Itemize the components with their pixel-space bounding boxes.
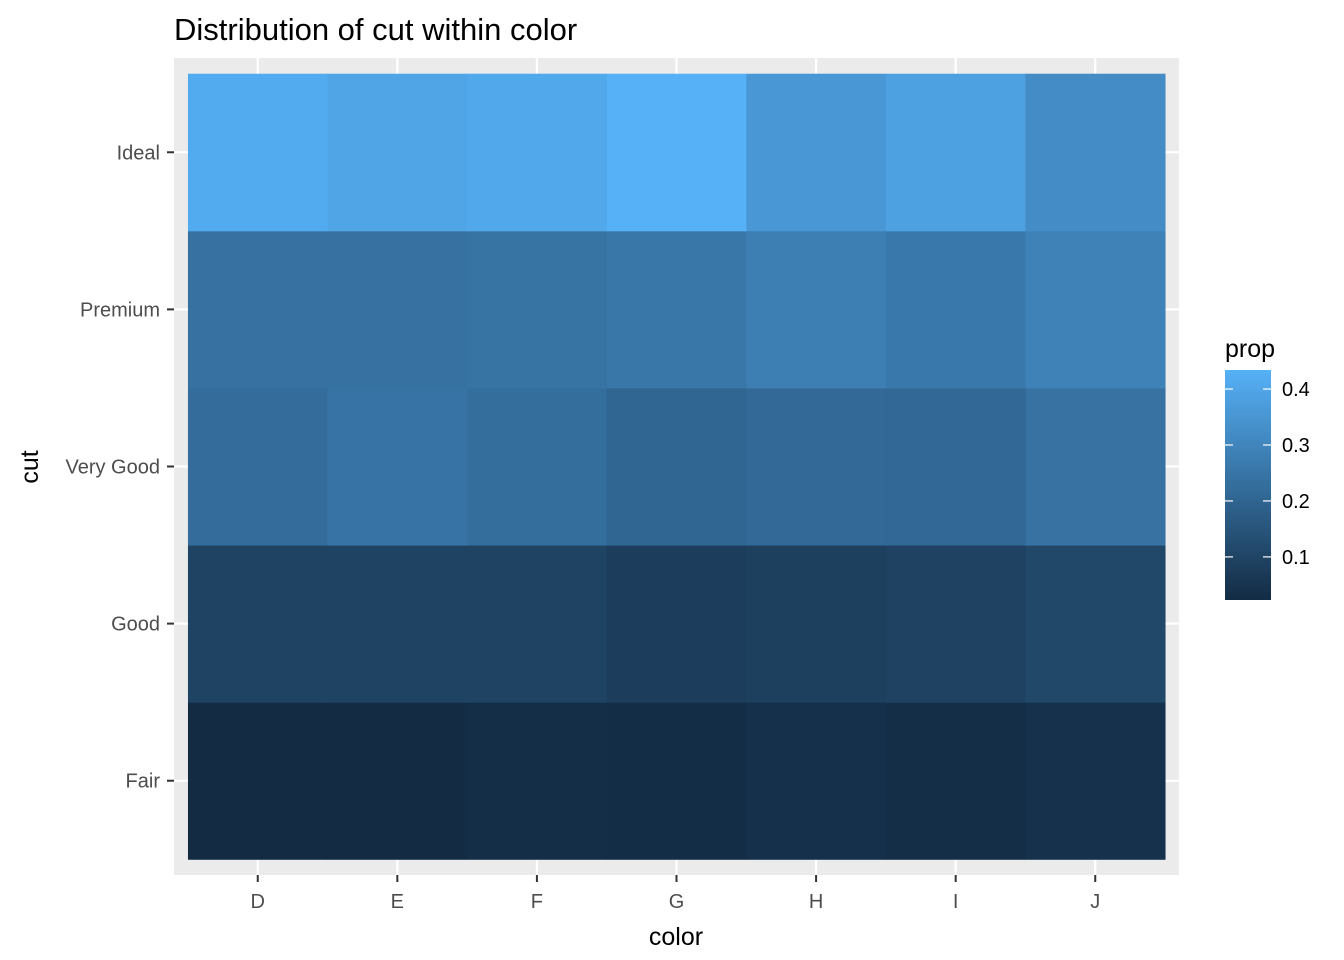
heatmap-tile-H-premium xyxy=(746,230,887,389)
legend-tick-label: 0.4 xyxy=(1282,379,1310,401)
legend-tick-label: 0.2 xyxy=(1282,491,1310,513)
x-tick-label: E xyxy=(391,891,404,913)
heatmap-tile-D-very-good xyxy=(187,387,329,546)
legend-tick-label: 0.3 xyxy=(1282,435,1310,457)
heatmap-tile-G-premium xyxy=(606,230,747,389)
heatmap-tile-J-good xyxy=(1025,545,1166,703)
heatmap-tile-D-ideal xyxy=(187,73,329,232)
chart-title: Distribution of cut within color xyxy=(174,12,577,47)
heatmap-tile-G-fair xyxy=(606,702,747,860)
y-tick-label: Ideal xyxy=(117,142,160,164)
heatmap-tile-H-very-good xyxy=(746,387,887,546)
y-tick-label: Good xyxy=(111,614,160,636)
x-tick-label: G xyxy=(669,891,685,913)
heatmap-tile-E-fair xyxy=(327,702,468,860)
x-tick-label: J xyxy=(1090,891,1100,913)
x-tick-label: F xyxy=(531,891,543,913)
heatmap-tile-I-fair xyxy=(885,702,1026,860)
y-tick-label: Premium xyxy=(80,299,160,321)
x-axis-title: color xyxy=(649,923,703,951)
heatmap-tile-F-ideal xyxy=(467,73,608,232)
x-axis: D E F G H I J xyxy=(251,875,1100,913)
heatmap-tile-G-good xyxy=(606,545,747,703)
heatmap-tile-H-fair xyxy=(746,702,887,860)
heatmap-tile-E-premium xyxy=(327,230,468,389)
heatmap-tile-I-ideal xyxy=(885,73,1026,232)
heatmap-tile-G-ideal xyxy=(606,73,747,232)
x-tick-label: D xyxy=(251,891,265,913)
heatmap-tile-E-good xyxy=(327,545,468,703)
heatmap-tile-J-very-good xyxy=(1025,387,1166,546)
heatmap-tile-G-very-good xyxy=(606,387,747,546)
heatmap-tile-I-premium xyxy=(885,230,1026,389)
legend-title: prop xyxy=(1225,335,1275,363)
heatmap-tile-E-ideal xyxy=(327,73,468,232)
y-axis: Fair Good Very Good Premium Ideal xyxy=(65,142,174,793)
legend-ticks: 0.1 0.2 0.3 0.4 xyxy=(1225,379,1310,569)
heatmap-tile-F-fair xyxy=(467,702,608,860)
heatmap-tile-E-very-good xyxy=(327,387,468,546)
heatmap-tile-H-ideal xyxy=(746,73,887,232)
heatmap-tile-D-premium xyxy=(187,230,329,389)
heatmap-tile-D-fair xyxy=(187,702,329,860)
heatmap-tile-F-good xyxy=(467,545,608,703)
legend-tick-label: 0.1 xyxy=(1282,547,1310,569)
heatmap-tiles xyxy=(187,73,1166,860)
y-tick-label: Very Good xyxy=(65,457,160,479)
heatmap-tile-I-good xyxy=(885,545,1026,703)
heatmap-tile-H-good xyxy=(746,545,887,703)
y-axis-title: cut xyxy=(16,450,44,483)
heatmap-tile-J-fair xyxy=(1025,702,1166,860)
legend-colorbar xyxy=(1225,370,1271,600)
color-legend: prop 0.1 0.2 0.3 0.4 xyxy=(1225,335,1310,600)
x-tick-label: H xyxy=(809,891,823,913)
heatmap-tile-F-very-good xyxy=(467,387,608,546)
heatmap-tile-I-very-good xyxy=(885,387,1026,546)
x-tick-label: I xyxy=(953,891,959,913)
y-tick-label: Fair xyxy=(126,771,161,793)
heatmap-tile-J-ideal xyxy=(1025,73,1166,232)
heatmap-tile-J-premium xyxy=(1025,230,1166,389)
heatmap-tile-F-premium xyxy=(467,230,608,389)
heatmap-tile-D-good xyxy=(187,545,329,703)
